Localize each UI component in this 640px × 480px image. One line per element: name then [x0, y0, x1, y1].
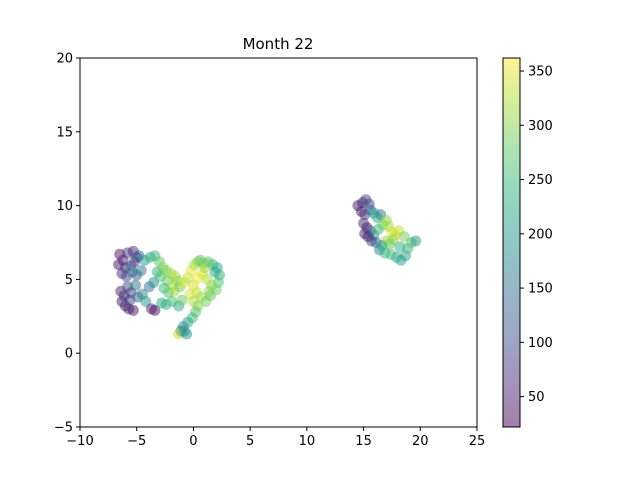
colorbar: 50 100 150 200 250 300 350: [502, 57, 553, 428]
scatter-point: [394, 241, 406, 253]
chart-title: Month 22: [243, 35, 314, 53]
scatter-point: [398, 231, 410, 243]
plot-area: [79, 57, 478, 428]
x-tick-label: 5: [246, 434, 254, 449]
scatter-point: [410, 235, 422, 247]
colorbar-tick-label: 350: [528, 65, 553, 80]
y-tick-label: 15: [56, 125, 73, 140]
scatter-points: [113, 194, 422, 340]
x-tick-label: 0: [189, 434, 197, 449]
scatter-point: [149, 304, 161, 316]
x-tick-label: 15: [355, 434, 372, 449]
colorbar-tick-label: 300: [528, 119, 553, 134]
scatter-point: [127, 304, 139, 316]
y-tick-label: 0: [65, 347, 73, 362]
y-axis: −5 0 5 10 15 20: [54, 52, 80, 436]
scatter-point: [209, 266, 221, 278]
colorbar-frame: [502, 57, 521, 428]
y-tick-label: 10: [56, 199, 73, 214]
x-tick-label: 10: [299, 434, 316, 449]
scatter-point: [135, 265, 147, 277]
x-tick-label: −5: [127, 434, 146, 449]
colorbar-tick-label: 50: [528, 390, 545, 405]
scatter-point: [181, 328, 193, 340]
scatter-point: [362, 231, 374, 243]
y-tick-label: 5: [65, 273, 73, 288]
y-tick-label: 20: [56, 52, 73, 67]
colorbar-tick-label: 200: [528, 227, 553, 242]
scatter-point: [176, 294, 188, 306]
scatter-point: [130, 279, 142, 291]
y-tick-label: −5: [54, 421, 73, 436]
colorbar-tick-label: 250: [528, 173, 553, 188]
x-tick-label: 20: [412, 434, 429, 449]
colorbar-tick-label: 100: [528, 336, 553, 351]
x-tick-label: 25: [469, 434, 486, 449]
scatter-point: [199, 262, 211, 274]
colorbar-gradient: [503, 58, 520, 427]
x-tick-label: −10: [66, 434, 93, 449]
x-axis: −10 −5 0 5 10 15 20 25: [66, 427, 485, 449]
colorbar-tick-label: 150: [528, 282, 553, 297]
scatter-point: [203, 285, 215, 297]
